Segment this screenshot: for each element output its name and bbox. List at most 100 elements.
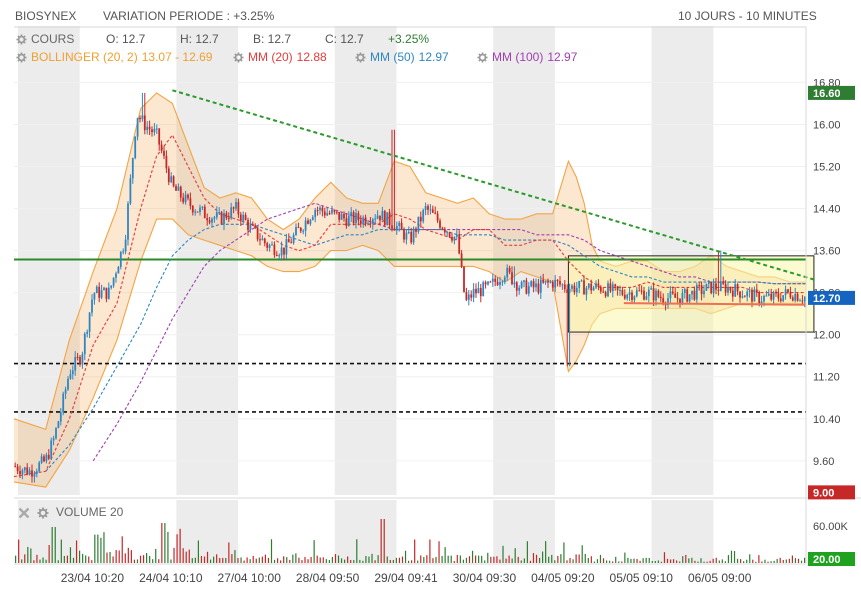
volume-bar	[386, 556, 388, 563]
candle-body	[170, 176, 173, 183]
volume-bar	[752, 559, 754, 563]
candle-body	[122, 251, 125, 253]
bollinger-value: 13.07 - 12.69	[141, 50, 213, 64]
close-icon[interactable]	[18, 507, 30, 518]
volume-bar	[465, 557, 468, 563]
high-value: H: 12.7	[180, 32, 219, 46]
gear-icon[interactable]	[477, 51, 488, 63]
candle-body	[266, 243, 269, 248]
y-tick-label: 10.40	[813, 414, 841, 426]
volume-bar	[560, 554, 562, 563]
x-tick-label: 28/04 09:50	[296, 571, 360, 585]
candle-body	[352, 212, 355, 224]
candle-body	[741, 296, 744, 298]
candle-body	[28, 470, 31, 475]
candle-body	[571, 285, 573, 289]
bollinger-indicator[interactable]: BOLLINGER (20, 2) 13.07 - 12.69	[16, 50, 212, 64]
volume-bar	[755, 561, 757, 563]
volume-bar	[746, 559, 748, 563]
volume-bar	[273, 559, 276, 563]
candle-body	[91, 299, 93, 313]
volume-bar	[645, 557, 647, 563]
volume-bar	[142, 555, 145, 563]
mm20-indicator[interactable]: MM (20) 12.88	[233, 50, 327, 64]
volume-bar	[566, 560, 568, 563]
candle-body	[359, 220, 362, 224]
candle-body	[158, 128, 161, 145]
candle-body	[463, 266, 465, 292]
candle-body	[225, 213, 228, 219]
candle-body	[74, 356, 77, 371]
candle-body	[220, 212, 223, 225]
candle-body	[247, 219, 249, 231]
volume-bar	[359, 559, 361, 563]
candle-body	[143, 115, 146, 131]
candle-body	[38, 462, 41, 472]
candle-body	[631, 292, 633, 300]
volume-bar	[18, 539, 20, 563]
candle-body	[671, 291, 674, 294]
candle-body	[494, 278, 497, 282]
volume-bar	[523, 558, 525, 563]
candle-body	[187, 194, 189, 199]
volume-bar	[264, 554, 267, 563]
candle-body	[285, 239, 288, 255]
candle-body	[88, 312, 91, 332]
candle-body	[573, 285, 576, 293]
candle-body	[446, 232, 449, 234]
gear-icon[interactable]	[16, 33, 27, 45]
candle-body	[710, 281, 713, 294]
volume-bar	[435, 556, 437, 563]
gear-icon[interactable]	[233, 51, 244, 63]
price-marker-label: 12.70	[813, 293, 841, 305]
candle-body	[544, 280, 547, 283]
candle-body	[165, 155, 168, 169]
volume-bar	[721, 559, 723, 563]
volume-bar	[301, 560, 303, 563]
volume-bar	[203, 556, 206, 563]
volume-bar	[493, 556, 495, 563]
mm100-indicator[interactable]: MM (100) 12.97	[477, 50, 577, 64]
gear-icon[interactable]	[355, 51, 366, 63]
y-tick-label: 13.60	[813, 246, 841, 258]
volume-bar	[420, 555, 422, 563]
volume-bar	[231, 554, 233, 563]
volume-bar	[69, 547, 72, 563]
candle-body	[379, 215, 381, 221]
volume-bar	[173, 547, 175, 563]
candle-body	[722, 281, 725, 284]
volume-bar	[621, 561, 623, 563]
candle-body	[542, 279, 545, 283]
volume-bar	[423, 556, 425, 563]
volume-bar	[590, 556, 592, 563]
volume-bar	[170, 559, 172, 563]
volume-bar	[216, 554, 218, 563]
volume-bar	[362, 560, 364, 563]
volume-bar	[395, 557, 397, 563]
candle-body	[383, 211, 386, 226]
candle-body	[643, 290, 645, 300]
gear-icon[interactable]	[16, 51, 27, 63]
candle-body	[155, 128, 158, 130]
candle-body	[371, 219, 374, 224]
volume-bar	[609, 560, 611, 563]
mm50-indicator[interactable]: MM (50) 12.97	[355, 50, 449, 64]
candle-body	[585, 287, 588, 295]
candle-body	[81, 354, 84, 365]
candle-body	[340, 214, 343, 220]
period-selector[interactable]: 10 JOURS - 10 MINUTES	[678, 9, 817, 23]
candle-body	[16, 466, 19, 472]
volume-bar	[462, 559, 465, 563]
candle-body	[141, 115, 144, 120]
candle-body	[55, 428, 57, 439]
candle-body	[362, 217, 365, 224]
volume-bar	[718, 560, 720, 563]
candle-body	[683, 289, 686, 293]
candle-body	[100, 290, 103, 298]
candle-body	[460, 253, 463, 267]
candle-body	[232, 207, 235, 209]
gear-icon[interactable]	[37, 507, 49, 518]
candle-body	[314, 209, 317, 218]
candle-body	[772, 291, 775, 300]
volume-bar	[374, 560, 376, 563]
